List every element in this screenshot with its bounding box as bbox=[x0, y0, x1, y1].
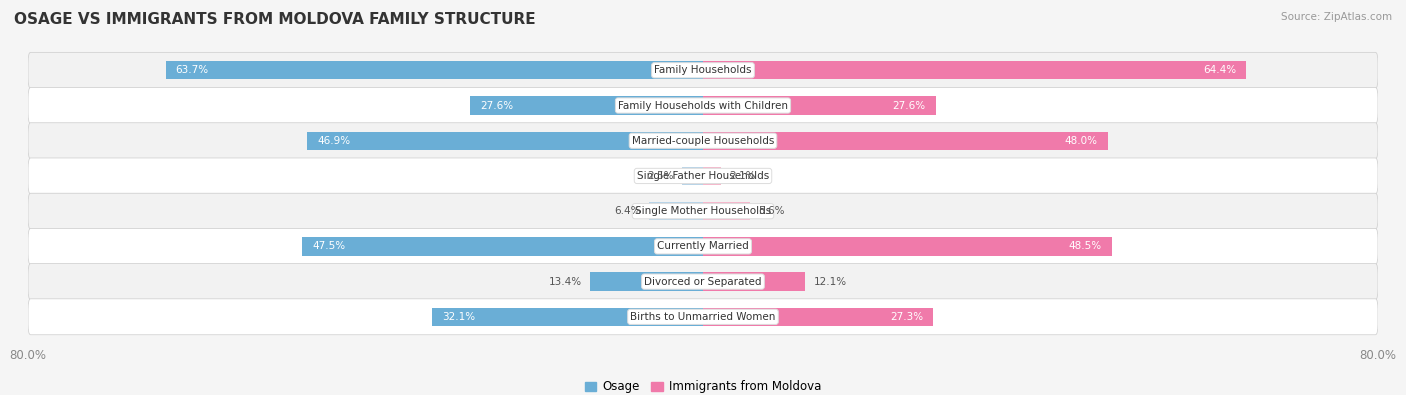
Text: Family Households: Family Households bbox=[654, 65, 752, 75]
Bar bbox=[166, 61, 703, 79]
Bar bbox=[703, 96, 936, 115]
Bar bbox=[703, 202, 751, 220]
Text: 2.5%: 2.5% bbox=[647, 171, 673, 181]
FancyBboxPatch shape bbox=[28, 158, 1378, 194]
FancyBboxPatch shape bbox=[28, 228, 1378, 264]
FancyBboxPatch shape bbox=[28, 193, 1378, 229]
Text: Currently Married: Currently Married bbox=[657, 241, 749, 251]
Text: 63.7%: 63.7% bbox=[176, 65, 209, 75]
Text: 48.5%: 48.5% bbox=[1069, 241, 1102, 251]
Text: 27.3%: 27.3% bbox=[890, 312, 924, 322]
Bar bbox=[703, 61, 1246, 79]
Text: Single Father Households: Single Father Households bbox=[637, 171, 769, 181]
Bar bbox=[703, 237, 1112, 256]
Text: Family Households with Children: Family Households with Children bbox=[619, 100, 787, 111]
Text: 48.0%: 48.0% bbox=[1064, 136, 1098, 146]
FancyBboxPatch shape bbox=[28, 52, 1378, 88]
Text: OSAGE VS IMMIGRANTS FROM MOLDOVA FAMILY STRUCTURE: OSAGE VS IMMIGRANTS FROM MOLDOVA FAMILY … bbox=[14, 12, 536, 27]
Text: Source: ZipAtlas.com: Source: ZipAtlas.com bbox=[1281, 12, 1392, 22]
Bar bbox=[703, 132, 1108, 150]
Bar bbox=[682, 167, 703, 185]
Bar bbox=[470, 96, 703, 115]
Text: 12.1%: 12.1% bbox=[814, 276, 846, 287]
Text: 27.6%: 27.6% bbox=[481, 100, 513, 111]
Bar bbox=[308, 132, 703, 150]
Text: Married-couple Households: Married-couple Households bbox=[631, 136, 775, 146]
Legend: Osage, Immigrants from Moldova: Osage, Immigrants from Moldova bbox=[579, 376, 827, 395]
FancyBboxPatch shape bbox=[28, 299, 1378, 335]
Bar bbox=[703, 167, 721, 185]
FancyBboxPatch shape bbox=[28, 263, 1378, 299]
Bar bbox=[432, 308, 703, 326]
FancyBboxPatch shape bbox=[28, 88, 1378, 124]
Bar bbox=[703, 273, 806, 291]
Text: 5.6%: 5.6% bbox=[759, 206, 785, 216]
Text: 6.4%: 6.4% bbox=[614, 206, 641, 216]
Text: Single Mother Households: Single Mother Households bbox=[636, 206, 770, 216]
Text: Divorced or Separated: Divorced or Separated bbox=[644, 276, 762, 287]
Bar bbox=[591, 273, 703, 291]
FancyBboxPatch shape bbox=[28, 123, 1378, 159]
Bar bbox=[703, 308, 934, 326]
Text: 64.4%: 64.4% bbox=[1204, 65, 1236, 75]
Text: 27.6%: 27.6% bbox=[893, 100, 925, 111]
Text: Births to Unmarried Women: Births to Unmarried Women bbox=[630, 312, 776, 322]
Bar bbox=[650, 202, 703, 220]
Text: 47.5%: 47.5% bbox=[312, 241, 346, 251]
Text: 46.9%: 46.9% bbox=[318, 136, 350, 146]
Bar bbox=[302, 237, 703, 256]
Text: 32.1%: 32.1% bbox=[443, 312, 475, 322]
Text: 2.1%: 2.1% bbox=[730, 171, 755, 181]
Text: 13.4%: 13.4% bbox=[548, 276, 582, 287]
